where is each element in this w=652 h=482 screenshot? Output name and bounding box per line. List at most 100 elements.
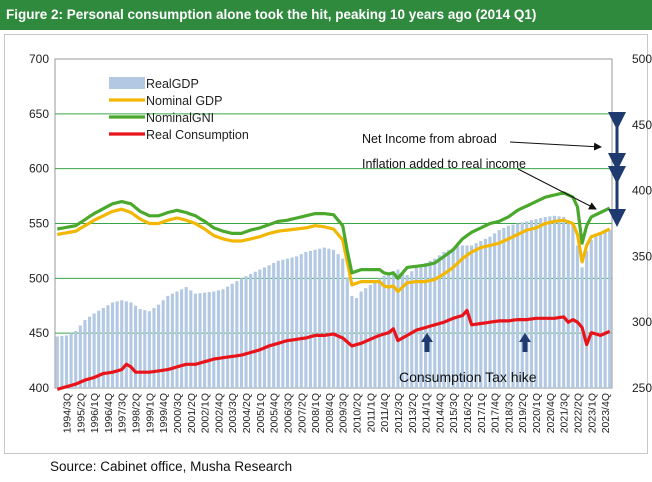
bar-real-gdp xyxy=(543,216,547,388)
bar-real-gdp xyxy=(152,307,156,388)
bar-real-gdp xyxy=(585,250,589,388)
bar-real-gdp xyxy=(295,256,299,388)
bar-real-gdp xyxy=(87,316,92,388)
bar-real-gdp xyxy=(170,293,174,388)
bar-real-gdp xyxy=(92,313,96,388)
x-tick-label: 2019/2Q xyxy=(517,393,529,433)
bar-real-gdp xyxy=(414,267,418,388)
bar-real-gdp xyxy=(216,290,220,388)
bar-real-gdp xyxy=(405,275,409,388)
bar-real-gdp xyxy=(221,289,225,388)
arrow-net-income xyxy=(509,141,602,151)
y-right-tick-label: 300 xyxy=(632,315,652,329)
bar-real-gdp xyxy=(539,218,543,388)
chart-area: 400 450 500 550 600 650 700 250 300 350 400 450 500 1… xyxy=(29,52,652,433)
bar-real-gdp xyxy=(129,302,133,388)
annotation-net-income: Net Income from abroad xyxy=(362,132,497,146)
bar-real-gdp xyxy=(290,257,294,388)
bar-real-gdp xyxy=(594,236,598,388)
bar-real-gdp xyxy=(60,335,64,388)
bar-real-gdp xyxy=(387,272,391,388)
bar-real-gdp xyxy=(525,221,529,388)
x-tick-label: 2008/1Q xyxy=(310,393,322,433)
bar-real-gdp xyxy=(465,245,469,388)
bar-real-gdp xyxy=(479,241,483,388)
legend-swatch xyxy=(109,77,145,89)
bar-real-gdp xyxy=(608,230,612,388)
bar-real-gdp xyxy=(124,301,128,388)
chart-frame xyxy=(4,34,648,454)
bar-real-gdp xyxy=(253,271,257,388)
legend-label: RealGDP xyxy=(146,77,199,91)
y-right-tick-label: 400 xyxy=(632,184,652,198)
x-tick-label: 1996/1Q xyxy=(89,393,101,433)
bar-real-gdp xyxy=(410,271,414,388)
bar-real-gdp xyxy=(598,232,603,388)
x-tick-label: 2005/4Q xyxy=(269,393,281,433)
bar-real-gdp xyxy=(566,220,570,388)
x-tick-label: 1996/4Q xyxy=(103,393,115,433)
annotation-tax-hike: Consumption Tax hike xyxy=(399,369,537,385)
bar-real-gdp xyxy=(272,262,276,388)
y-right-tick-label: 500 xyxy=(632,52,652,66)
x-tick-label: 1994/3Q xyxy=(62,393,74,433)
bar-real-gdp xyxy=(516,223,520,388)
x-tick-label: 2010/2Q xyxy=(352,393,364,433)
y-right-tick-label: 250 xyxy=(632,381,652,395)
bar-real-gdp xyxy=(488,236,492,388)
bar-real-gdp xyxy=(207,292,211,388)
x-tick-label: 1995/2Q xyxy=(75,393,87,433)
x-tick-label: 2020/1Q xyxy=(531,393,543,433)
bar-real-gdp xyxy=(166,295,170,388)
bar-real-gdp xyxy=(281,259,285,388)
x-tick-label: 2008/4Q xyxy=(324,393,336,433)
tax-hike-arrow xyxy=(421,333,433,352)
y-left-tick-label: 400 xyxy=(29,381,49,395)
bar-real-gdp xyxy=(318,248,322,388)
x-tick-label: 2015/3Q xyxy=(448,393,460,433)
bar-real-gdp xyxy=(548,216,552,388)
bar-real-gdp xyxy=(308,250,313,388)
x-tick-label: 2013/2Q xyxy=(407,393,419,433)
bar-real-gdp xyxy=(106,305,110,388)
bar-real-gdp xyxy=(331,249,336,388)
bar-real-gdp xyxy=(235,281,239,388)
legend-label: NominalGNI xyxy=(146,111,214,125)
bar-real-gdp xyxy=(557,216,561,388)
bar-real-gdp xyxy=(428,260,432,388)
x-tick-label: 1999/4Q xyxy=(158,393,170,433)
series-line-nominalgni xyxy=(57,191,611,280)
x-tick-label: 2007/2Q xyxy=(296,393,308,433)
bar-real-gdp xyxy=(483,238,487,388)
y-left-tick-label: 500 xyxy=(29,271,49,285)
bar-real-gdp xyxy=(189,290,193,388)
bar-real-gdp xyxy=(249,273,253,388)
x-tick-label: 2006/3Q xyxy=(283,393,295,433)
bar-real-gdp xyxy=(198,293,202,388)
bar-real-gdp xyxy=(203,292,207,388)
bar-real-gdp xyxy=(115,301,119,388)
y-left-tick-label: 700 xyxy=(29,52,49,66)
bar-real-gdp xyxy=(267,265,271,388)
bar-real-gdp xyxy=(304,252,308,388)
source-note: Source: Cabinet office, Musha Research xyxy=(50,459,293,474)
bar-real-gdp xyxy=(534,219,538,388)
x-tick-label: 2023/4Q xyxy=(600,393,612,433)
bar-real-gdp xyxy=(364,288,368,388)
y-right-tick-label: 450 xyxy=(632,118,652,132)
series-line-real-consumption xyxy=(56,308,611,391)
x-tick-label: 2002/1Q xyxy=(200,393,212,433)
bar-real-gdp xyxy=(502,227,506,388)
bar-real-gdp xyxy=(97,310,101,388)
bar-real-gdp xyxy=(350,295,354,388)
bar-real-gdp xyxy=(400,272,405,388)
bar-real-gdp xyxy=(327,248,331,388)
bar-real-gdp xyxy=(437,255,441,388)
x-tick-label: 2022/2Q xyxy=(573,393,585,433)
bar-real-gdp xyxy=(184,287,188,388)
bar-real-gdp xyxy=(313,249,317,388)
x-tick-label: 2005/1Q xyxy=(255,393,267,433)
x-tick-label: 2002/4Q xyxy=(213,393,225,433)
bar-real-gdp xyxy=(143,310,147,388)
y-left-tick-label: 450 xyxy=(29,326,49,340)
